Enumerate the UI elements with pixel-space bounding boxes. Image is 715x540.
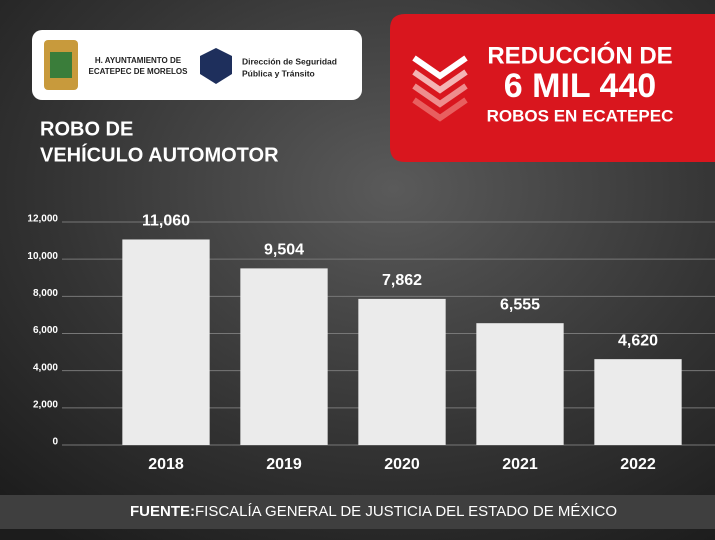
- value-label: 7,862: [382, 272, 422, 289]
- banner-panel: [390, 14, 715, 162]
- bar: [476, 323, 564, 445]
- y-tick-label: 10,000: [27, 251, 58, 262]
- x-tick-label: 2021: [502, 456, 538, 473]
- chevron-icon: [412, 55, 468, 122]
- municipality-line: H. AYUNTAMIENTO DE: [95, 56, 182, 65]
- y-tick-label: 8,000: [33, 288, 58, 299]
- banner-line: ROBOS EN ECATEPEC: [487, 106, 674, 125]
- seal-inner: [50, 52, 72, 78]
- banner-highlight: 6 MIL 440: [504, 67, 656, 105]
- x-tick-label: 2022: [620, 456, 656, 473]
- department-line: Dirección de Seguridad: [242, 56, 337, 66]
- y-tick-label: 6,000: [33, 325, 58, 336]
- bar: [358, 298, 446, 445]
- chart-title: VEHÍCULO AUTOMOTOR: [40, 143, 279, 166]
- bar: [122, 239, 210, 445]
- source-text: FISCALÍA GENERAL DE JUSTICIA DEL ESTADO …: [195, 503, 617, 520]
- y-tick-label: 2,000: [33, 399, 58, 410]
- x-tick-label: 2020: [384, 456, 420, 473]
- value-label: 4,620: [618, 332, 658, 349]
- source-label: FUENTE:: [130, 503, 195, 520]
- value-label: 9,504: [264, 242, 304, 259]
- value-label: 11,060: [142, 213, 190, 230]
- police-badge: [200, 48, 232, 84]
- bar: [240, 268, 328, 445]
- source-band: [0, 495, 715, 529]
- y-tick-label: 0: [52, 437, 58, 448]
- banner-line: REDUCCIÓN DE: [487, 41, 672, 69]
- x-tick-label: 2019: [266, 456, 302, 473]
- y-tick-label: 4,000: [33, 362, 58, 373]
- x-tick-label: 2018: [148, 456, 184, 473]
- y-tick-label: 12,000: [27, 214, 58, 225]
- logo-panel: [32, 30, 362, 100]
- chart-title: ROBO DE: [40, 118, 133, 140]
- value-label: 6,555: [500, 296, 540, 313]
- plot: 0 2,000 4,000 6,000 8,000 10,000 12,000 11,060 2…: [27, 213, 715, 473]
- department-line: Pública y Tránsito: [242, 68, 315, 78]
- bar: [594, 359, 682, 445]
- municipality-line: ECATEPEC DE MORELOS: [89, 67, 189, 76]
